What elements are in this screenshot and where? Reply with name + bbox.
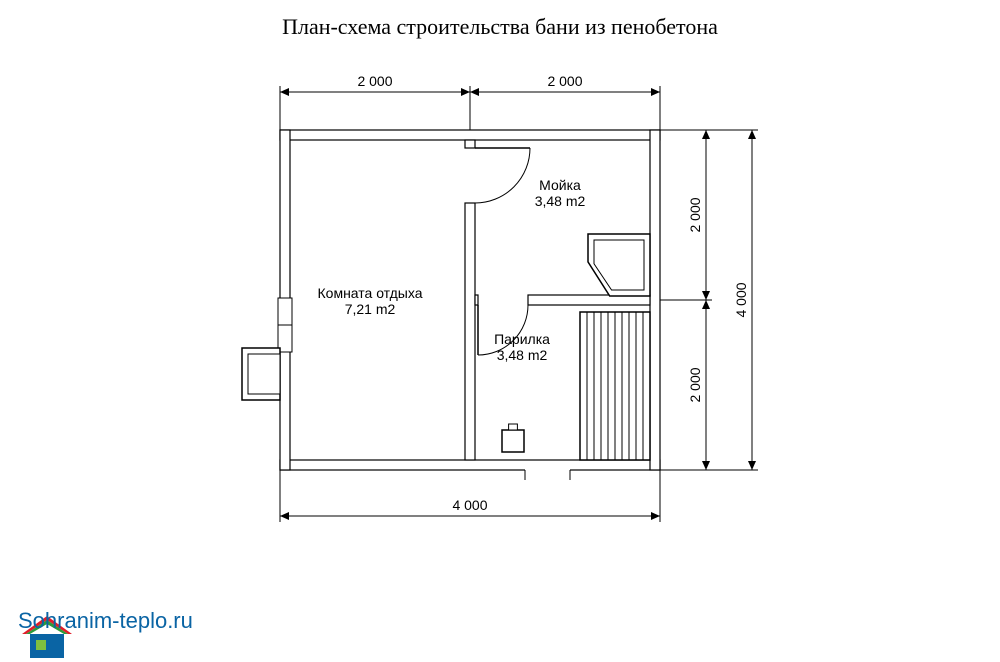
- svg-text:2 000: 2 000: [687, 367, 703, 402]
- svg-text:Мойка: Мойка: [539, 177, 581, 193]
- svg-text:3,48 m2: 3,48 m2: [535, 193, 586, 209]
- svg-text:2 000: 2 000: [687, 197, 703, 232]
- svg-text:4 000: 4 000: [733, 282, 749, 317]
- svg-text:7,21 m2: 7,21 m2: [345, 301, 396, 317]
- site-logo: Sohranim-teplo.ru: [18, 610, 193, 636]
- svg-text:Парилка: Парилка: [494, 331, 550, 347]
- logo-text: Sohranim-teplo.ru: [18, 608, 193, 634]
- svg-text:2 000: 2 000: [547, 73, 582, 89]
- svg-text:Комната отдыха: Комната отдыха: [318, 285, 423, 301]
- floor-plan-svg: 2 000 2 000 4 000 2 000 2 000 4 000 Комната от…: [0, 0, 1000, 650]
- svg-text:3,48 m2: 3,48 m2: [497, 347, 548, 363]
- svg-text:2 000: 2 000: [357, 73, 392, 89]
- svg-text:4 000: 4 000: [452, 497, 487, 513]
